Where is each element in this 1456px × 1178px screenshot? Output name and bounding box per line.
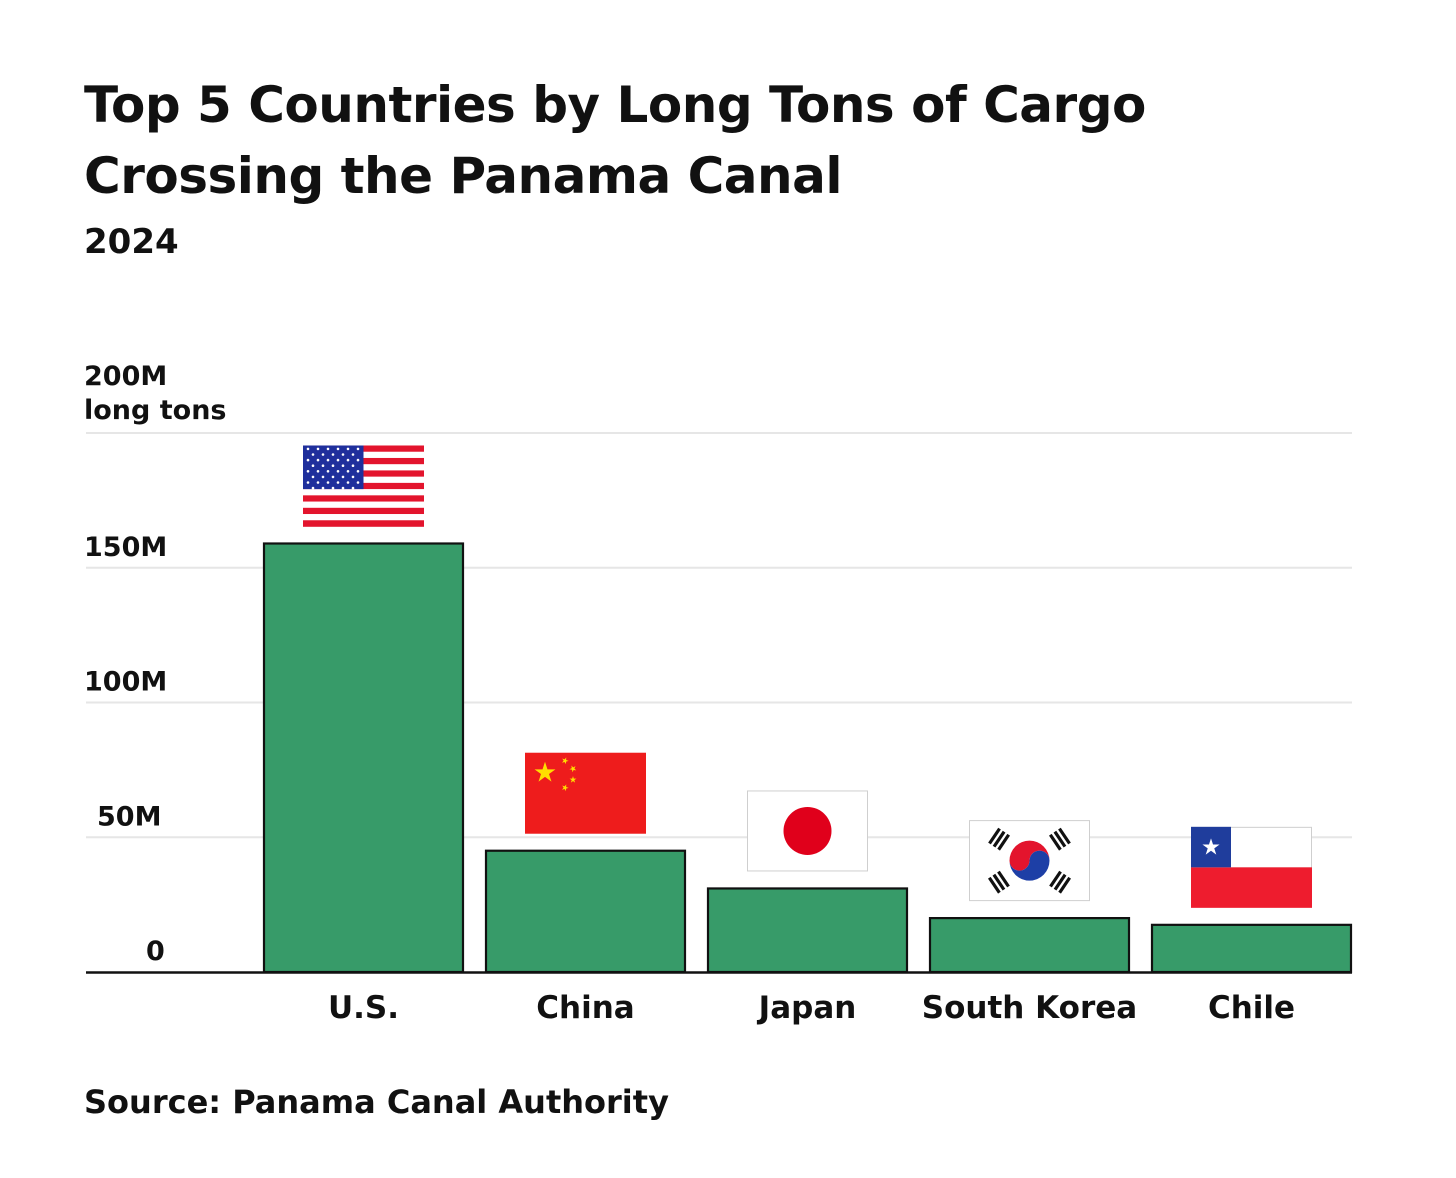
y-tick-label: 50M bbox=[97, 801, 161, 832]
x-category-label: Chile bbox=[1208, 990, 1295, 1026]
bar-south-korea bbox=[928, 916, 1131, 974]
flags bbox=[303, 445, 1312, 908]
japan-flag-icon bbox=[747, 790, 868, 872]
y-unit-label: long tons bbox=[84, 395, 227, 426]
chile-flag-icon bbox=[1191, 826, 1312, 908]
x-category-label: U.S. bbox=[328, 990, 399, 1026]
x-category-label: Japan bbox=[757, 990, 857, 1026]
y-tick-label: 0 bbox=[146, 936, 165, 967]
us-flag-icon bbox=[303, 445, 424, 527]
y-tick-label: 150M bbox=[84, 532, 167, 563]
south-korea-flag-icon bbox=[969, 820, 1090, 902]
bar-u-s- bbox=[262, 542, 465, 974]
china-flag-icon bbox=[525, 752, 646, 834]
chart-title: Top 5 Countries by Long Tons of Cargo Cr… bbox=[84, 76, 1146, 205]
bars bbox=[262, 542, 1353, 974]
source-note: Source: Panama Canal Authority bbox=[84, 1083, 669, 1121]
bar-japan bbox=[706, 887, 909, 974]
x-category-label: South Korea bbox=[922, 990, 1137, 1026]
y-tick-label: 100M bbox=[84, 667, 167, 698]
bar-china bbox=[484, 849, 687, 974]
bar-chile bbox=[1150, 923, 1353, 974]
x-category-label: China bbox=[536, 990, 634, 1026]
chart-subtitle: 2024 bbox=[84, 222, 179, 262]
y-tick-label: 200M bbox=[84, 361, 167, 392]
